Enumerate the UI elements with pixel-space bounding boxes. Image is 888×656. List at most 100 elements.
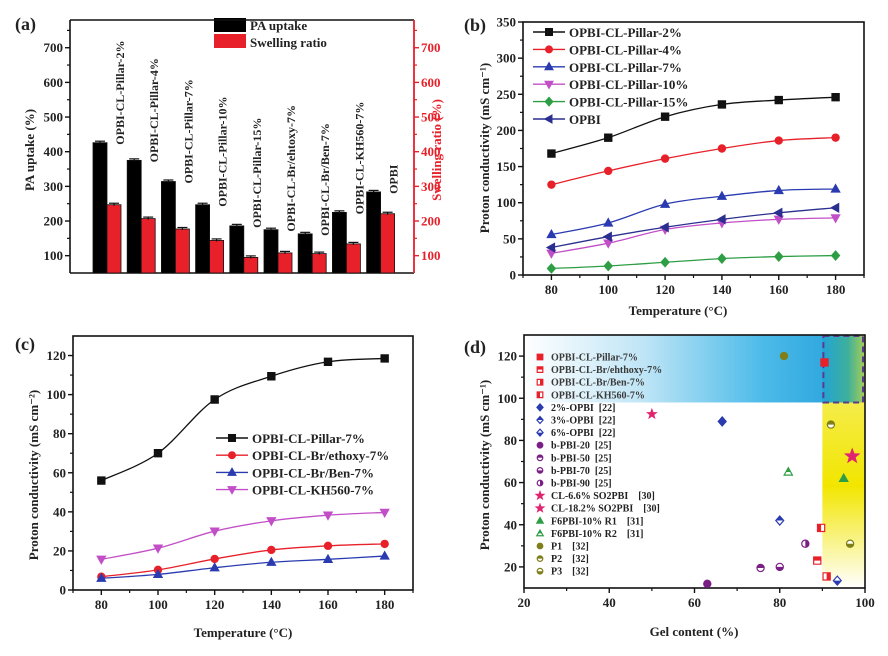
data-point xyxy=(660,256,670,268)
data-point xyxy=(210,395,219,404)
marker-body xyxy=(717,253,727,264)
data-point xyxy=(822,572,831,581)
legend-marker xyxy=(544,61,554,71)
series-line xyxy=(551,96,836,155)
marker-half-fill xyxy=(813,556,821,561)
legend-item-opbi-cl-kh560-7: OPBI-CL-KH560-7% xyxy=(536,390,645,401)
panel-a-ylabel: PA uptake (%) xyxy=(22,109,37,191)
bar-swelling-ratio xyxy=(277,252,293,274)
marker-half-fill xyxy=(537,366,543,370)
data-point xyxy=(323,541,333,551)
legend-marker xyxy=(536,567,544,575)
bar-pa-uptake xyxy=(229,225,245,274)
data-point xyxy=(831,92,840,102)
marker-body xyxy=(210,554,219,564)
marker-body xyxy=(547,149,556,158)
legend-item-cl-6-6-so2pbi-30: CL-6.6% SO2PBI [30] xyxy=(534,489,655,502)
y2-tick-label: 100 xyxy=(421,248,441,263)
series-p2-32 xyxy=(826,420,836,429)
bar-group-opbi-cl-kh560-7: OPBI-CL-KH560-7% xyxy=(331,102,366,274)
marker-body xyxy=(380,354,389,363)
data-point xyxy=(830,202,840,213)
series-line xyxy=(101,511,385,560)
legend-label: OPBI-CL-Br/ehthoxy-7% xyxy=(551,365,662,376)
bar-group-opbi-cl-pillar-15: OPBI-CL-Pillar-15% xyxy=(229,118,264,274)
marker-half-fill xyxy=(826,572,831,581)
data-point xyxy=(773,251,784,262)
marker-body xyxy=(153,449,163,458)
data-point xyxy=(322,553,334,563)
data-point xyxy=(266,517,277,527)
series-line xyxy=(101,543,385,578)
legend-item-f6pbi-10-r2-31: F6PBI-10% R2 [31] xyxy=(535,528,644,540)
data-point xyxy=(783,466,794,476)
legend-label: P3 [32] xyxy=(551,567,589,578)
data-point xyxy=(774,515,785,526)
series-6-opbi-22 xyxy=(832,575,843,587)
marker-body xyxy=(660,256,670,268)
legend-marker xyxy=(534,489,546,501)
highlight-blue-band xyxy=(524,335,865,403)
y-tick-label: 100 xyxy=(497,195,517,210)
series-b-pbi-50-25 xyxy=(756,563,765,573)
bar-swelling-ratio xyxy=(311,253,327,274)
bar-pa-uptake xyxy=(92,142,108,274)
marker-body xyxy=(660,112,670,121)
marker-half-fill xyxy=(785,467,791,473)
legend-item-b-pbi-50-25: b-PBI-50 [25] xyxy=(536,453,612,464)
marker-half-fill xyxy=(537,455,543,458)
legend-label: OPBI-CL-KH560-7% xyxy=(252,483,374,498)
marker-body xyxy=(536,542,544,550)
data-point xyxy=(604,133,613,142)
series-line xyxy=(551,217,836,254)
legend-label: OPBI-CL-Pillar-15% xyxy=(569,95,688,110)
bar-pa-uptake xyxy=(263,229,279,274)
marker-body xyxy=(604,133,613,142)
legend-marker xyxy=(536,454,544,462)
series-cl-6-6-so2pbi-30 xyxy=(843,447,861,464)
data-point xyxy=(545,242,556,253)
series-3-opbi-22 xyxy=(774,515,785,526)
data-point xyxy=(813,556,822,565)
panel-label-d: (d) xyxy=(464,337,486,358)
marker-body xyxy=(97,476,106,485)
data-point xyxy=(152,568,164,579)
data-point xyxy=(830,214,841,224)
data-point xyxy=(717,416,727,427)
legend-marker xyxy=(227,467,237,476)
series-opbi-cl-pillar-7 xyxy=(820,358,829,367)
series-opbi xyxy=(545,202,840,253)
data-point xyxy=(830,250,841,261)
marker-body xyxy=(831,92,840,102)
marker-body xyxy=(773,207,783,218)
legend-label: OPBI-CL-Pillar-7% xyxy=(569,60,682,75)
y-tick-label: 0 xyxy=(60,583,67,598)
panel-c-line-chart: Proton conductivity (mS cm⁻²) Temperatur… xyxy=(26,335,414,640)
legend-label: OPBI-CL-Br/Ben-7% xyxy=(252,465,374,480)
legend-marker xyxy=(545,28,553,36)
marker-body xyxy=(544,96,554,107)
series-opbi-cl-pillar-10 xyxy=(546,214,841,259)
legend-marker xyxy=(228,434,236,442)
data-point xyxy=(845,539,855,548)
data-point xyxy=(209,562,220,572)
category-label: OPBI-CL-Pillar-10% xyxy=(216,97,230,207)
marker-body xyxy=(536,402,544,412)
data-point xyxy=(838,472,849,483)
data-point xyxy=(843,447,861,464)
legend-label: b-PBI-70 [25] xyxy=(551,466,612,477)
marker-body xyxy=(717,100,727,109)
panel-d-ylabel: Proton conductivity (mS cm⁻¹) xyxy=(477,380,492,550)
data-point xyxy=(773,184,784,195)
legend-label-swelling-ratio: Swelling ratio xyxy=(250,35,327,50)
legend-label: 3%-OPBI [22] xyxy=(551,416,615,427)
data-point xyxy=(773,215,784,225)
y-tick-label: 20 xyxy=(504,559,517,574)
marker-body xyxy=(266,517,277,527)
y2-tick-label: 400 xyxy=(421,144,441,159)
y-tick-label: 300 xyxy=(497,51,517,66)
marker-body xyxy=(544,61,554,71)
y-tick-label: 400 xyxy=(44,144,64,159)
marker-body xyxy=(228,451,237,460)
series-line xyxy=(551,207,836,249)
